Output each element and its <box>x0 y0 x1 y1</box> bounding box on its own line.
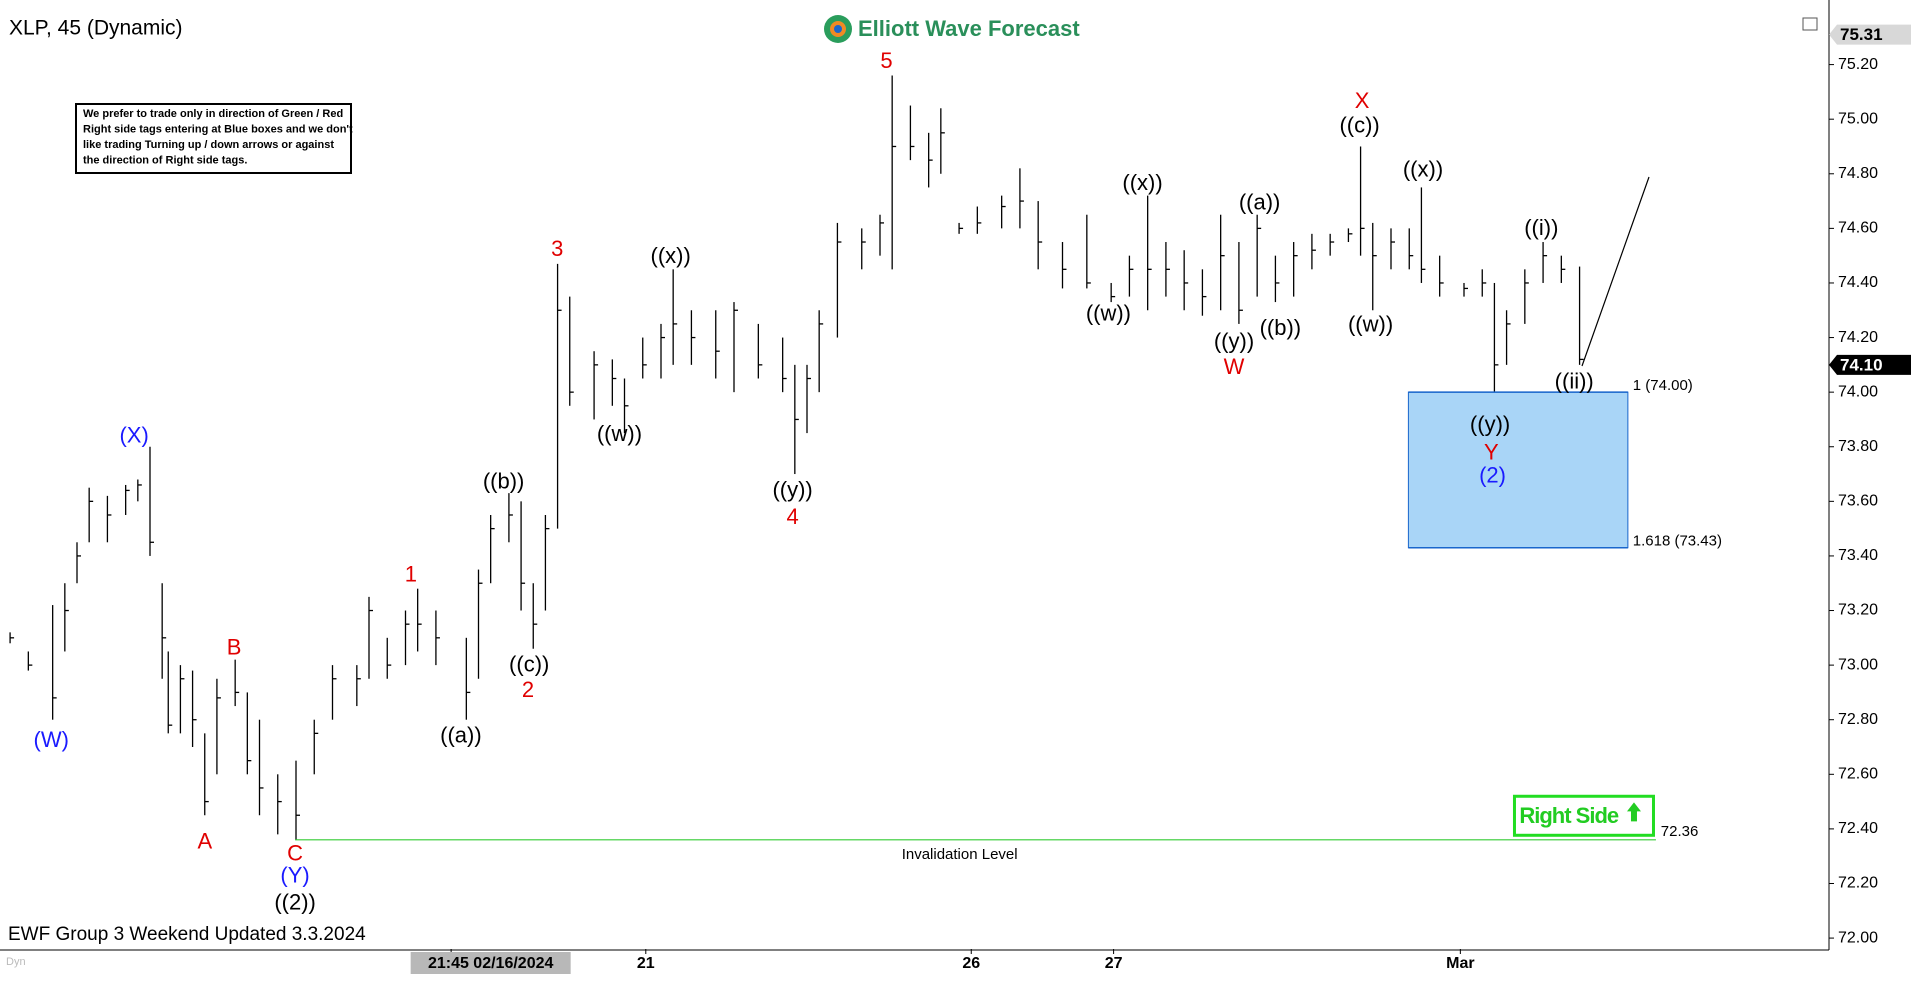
wave-label: 4 <box>786 504 798 529</box>
wave-label: ((w)) <box>1086 300 1131 325</box>
note-line: We prefer to trade only in direction of … <box>83 108 343 120</box>
logo-icon-core <box>834 25 842 33</box>
note-line: the direction of Right side tags. <box>83 154 247 166</box>
invalidation-text: Invalidation Level <box>902 846 1018 863</box>
wave-label: 3 <box>551 236 563 261</box>
invalidation-value: 72.36 <box>1661 823 1699 840</box>
price-tag <box>1829 354 1911 375</box>
wave-label: ((x)) <box>651 243 691 268</box>
wave-label: ((a)) <box>440 722 482 747</box>
y-tick-label: 74.20 <box>1838 329 1878 346</box>
wave-label: ((b)) <box>483 469 525 494</box>
right-side-arrow <box>1626 802 1641 822</box>
footer: EWF Group 3 Weekend Updated 3.3.2024 <box>8 924 366 945</box>
wave-label: ((y)) <box>1214 328 1254 353</box>
wave-label: ((x)) <box>1403 157 1443 182</box>
marks <box>9 75 1584 840</box>
right-side-box <box>1512 794 1655 837</box>
crosshair-box <box>410 952 571 974</box>
y-tick-label: 72.20 <box>1838 875 1878 892</box>
y-tick-label: 72.00 <box>1838 929 1878 946</box>
wave-label: (Y) <box>280 863 309 888</box>
chart-title: XLP, 45 (Dynamic) <box>9 17 183 40</box>
y-tick-label: 74.00 <box>1838 383 1878 400</box>
x-tick-label: 21 <box>637 955 655 972</box>
wave-label: C <box>287 841 303 866</box>
wave-label: ((y)) <box>772 477 812 502</box>
note-line: Right side tags entering at Blue boxes a… <box>83 123 353 135</box>
y-tick-label: 74.80 <box>1838 165 1878 182</box>
wave-label: A <box>198 828 213 853</box>
wave-label: (X) <box>119 422 148 447</box>
wave-label: ((y)) <box>1470 411 1510 436</box>
wave-label: 2 <box>522 677 534 702</box>
wave-label: ((ii)) <box>1555 369 1594 394</box>
y-tick-label: 72.40 <box>1838 820 1878 837</box>
wave-label: 1 <box>405 561 417 586</box>
y-tick-label: 75.00 <box>1838 110 1878 127</box>
wave-label: 5 <box>880 48 892 73</box>
y-tick-label: 73.00 <box>1838 656 1878 673</box>
y-tick-label: 74.60 <box>1838 220 1878 237</box>
wave-label: W <box>1224 354 1245 379</box>
crosshair-label: 21:45 02/16/2024 <box>428 955 554 972</box>
fib-label: 1.618 (73.43) <box>1633 533 1722 550</box>
note-box <box>75 103 352 174</box>
y-tick-label: 73.60 <box>1838 493 1878 510</box>
window-icon <box>1802 17 1818 31</box>
wave-label: B <box>227 635 242 660</box>
y-tick-label: 73.20 <box>1838 602 1878 619</box>
y-tick-label: 75.20 <box>1838 56 1878 73</box>
x-tick-label: 26 <box>962 955 980 972</box>
x-tick-label: 27 <box>1105 955 1123 972</box>
price-tag-label: 75.31 <box>1840 25 1883 44</box>
wave-label: ((w)) <box>1348 311 1393 336</box>
y-tick-label: 73.40 <box>1838 547 1878 564</box>
brand-name: Elliott Wave Forecast <box>858 16 1080 41</box>
wave-label: X <box>1355 88 1370 113</box>
wave-label: ((c)) <box>509 652 549 677</box>
fib-label: 1 (74.00) <box>1633 377 1693 394</box>
x-tick-label: Mar <box>1446 955 1474 972</box>
fib-box <box>1407 391 1629 549</box>
wave-label: ((x)) <box>1122 170 1162 195</box>
projection-line <box>1581 176 1650 367</box>
wave-label: ((w)) <box>597 421 642 446</box>
wave-label: (W) <box>34 727 69 752</box>
y-tick-label: 73.80 <box>1838 438 1878 455</box>
y-tick-label: 72.60 <box>1838 766 1878 783</box>
y-tick-label: 72.80 <box>1838 711 1878 728</box>
y-tick-label: 74.40 <box>1838 274 1878 291</box>
note-line: like trading Turning up / down arrows or… <box>83 139 334 151</box>
brand-logo: Elliott Wave Forecast <box>824 15 1080 43</box>
wave-label: ((2)) <box>274 889 316 914</box>
wave-label: ((i)) <box>1524 215 1558 240</box>
price-tag <box>1829 24 1911 45</box>
wave-label: (2) <box>1479 463 1506 488</box>
price-tag-label: 74.10 <box>1840 355 1883 374</box>
wave-label: ((b)) <box>1260 315 1302 340</box>
wave-label: ((c)) <box>1339 113 1379 138</box>
wave-label: Y <box>1484 439 1499 464</box>
wave-label: ((a)) <box>1239 189 1281 214</box>
right-side-label: Right Side <box>1519 803 1619 828</box>
corner-label: Dyn <box>6 956 26 968</box>
